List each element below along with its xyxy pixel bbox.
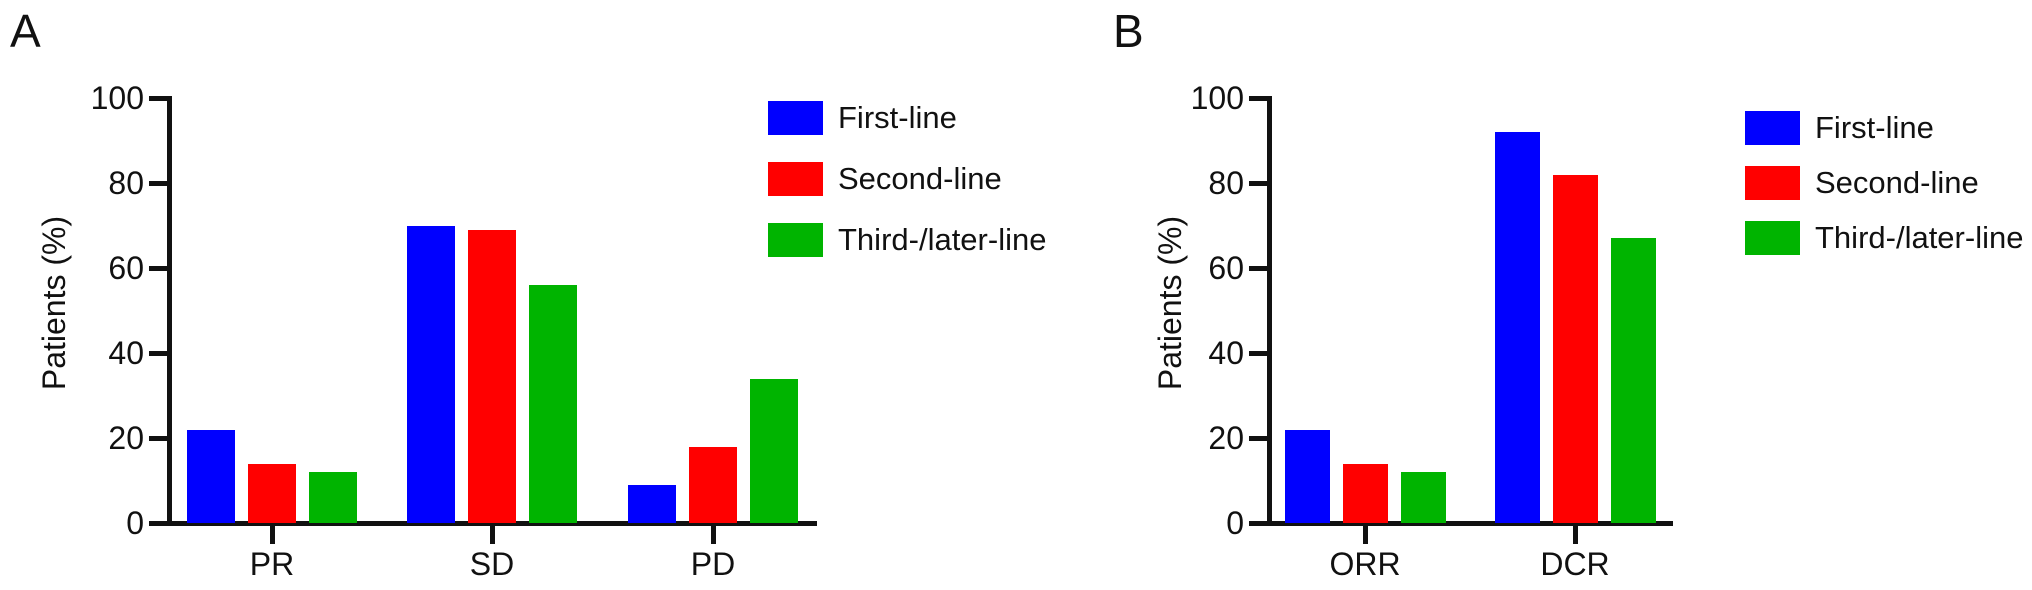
panel-label: A (10, 5, 41, 57)
y-axis-line (167, 95, 172, 526)
y-tick (1249, 350, 1267, 356)
x-tick (710, 525, 716, 544)
legend-swatch-first-line (768, 101, 823, 135)
bar-dcr-third-/later-line (1610, 238, 1656, 523)
legend-swatch-third-/later-line (1745, 221, 1800, 255)
bar-orr-second-line (1342, 463, 1388, 523)
y-tick-label: 100 (90, 80, 144, 116)
y-tick-label: 40 (1208, 335, 1244, 371)
bar-dcr-second-line (1552, 174, 1598, 523)
legend-label: First-line (838, 100, 957, 135)
y-tick-label: 0 (1226, 505, 1244, 541)
y-tick (1249, 180, 1267, 186)
panel-label: B (1113, 5, 1144, 57)
legend-label: Third-/later-line (838, 222, 1047, 257)
bar-pr-third-/later-line (309, 472, 357, 523)
y-tick (149, 95, 167, 101)
legend-swatch-first-line (1745, 111, 1800, 145)
x-category-label: DCR (1540, 546, 1610, 582)
bar-orr-third-/later-line (1400, 472, 1446, 523)
y-axis-line (1267, 95, 1272, 526)
y-tick (149, 265, 167, 271)
x-category-label: PD (690, 546, 736, 582)
x-category-label: PR (249, 546, 295, 582)
y-tick-label: 40 (108, 335, 144, 371)
y-tick-label: 0 (126, 505, 144, 541)
legend-label: First-line (1815, 110, 1934, 145)
bar-dcr-first-line (1494, 132, 1540, 523)
x-axis-line (167, 520, 817, 526)
y-tick (149, 520, 167, 526)
x-tick (269, 525, 275, 544)
bar-sd-second-line (468, 229, 516, 523)
y-tick-label: 60 (1208, 250, 1244, 286)
legend-label: Second-line (1815, 165, 1979, 200)
y-tick (1249, 265, 1267, 271)
y-tick-label: 20 (108, 420, 144, 456)
bar-pd-second-line (689, 446, 737, 523)
y-tick-label: 60 (108, 250, 144, 286)
y-tick-label: 80 (1208, 165, 1244, 201)
y-tick (149, 435, 167, 441)
panel-a: A Patients (%) 0 20 40 60 80 100 PR SD PD First-l… (10, 5, 1046, 582)
x-category-label: ORR (1329, 546, 1401, 582)
x-tick (1572, 525, 1578, 544)
y-tick (1249, 435, 1267, 441)
bar-pr-first-line (187, 429, 235, 523)
y-tick (1249, 95, 1267, 101)
x-tick (489, 525, 495, 544)
bar-pd-first-line (628, 484, 676, 523)
y-tick (149, 180, 167, 186)
y-tick (149, 350, 167, 356)
legend-label: Second-line (838, 161, 1002, 196)
y-tick (1249, 520, 1267, 526)
x-tick (1362, 525, 1368, 544)
y-tick-label: 100 (1190, 80, 1244, 116)
bar-orr-first-line (1284, 429, 1330, 523)
x-category-label: SD (469, 546, 515, 582)
panel-b: B Patients (%) 0 20 40 60 80 100 ORR DCR First-l… (1016, 0, 2032, 590)
bar-pd-third-/later-line (750, 378, 798, 523)
legend-swatch-third-/later-line (768, 223, 823, 257)
y-tick-label: 20 (1208, 420, 1244, 456)
y-tick-label: 80 (108, 165, 144, 201)
bar-sd-third-/later-line (529, 285, 577, 523)
bar-pr-second-line (248, 463, 296, 523)
x-axis-line (1267, 520, 1673, 526)
bar-sd-first-line (407, 225, 455, 523)
legend-swatch-second-line (1745, 166, 1800, 200)
legend-swatch-second-line (768, 162, 823, 196)
legend-label: Third-/later-line (1815, 220, 2024, 255)
